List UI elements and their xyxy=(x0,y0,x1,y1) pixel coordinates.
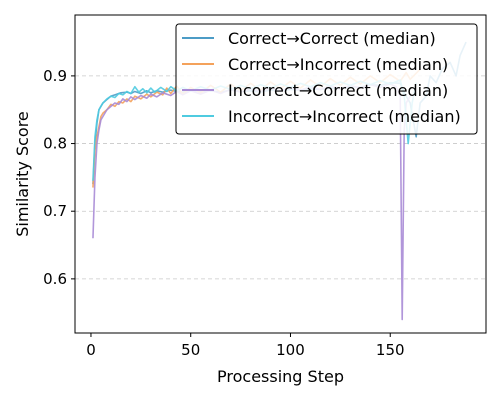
x-axis-label: Processing Step xyxy=(217,367,344,386)
y-tick-label: 0.9 xyxy=(43,67,67,85)
x-axis-ticks: 0 50 100 150 xyxy=(86,333,405,359)
x-tick-label: 0 xyxy=(86,341,96,359)
legend-label: Correct→Incorrect (median) xyxy=(228,55,448,74)
legend-box xyxy=(175,23,478,135)
x-tick-label: 150 xyxy=(376,341,405,359)
legend-label: Correct→Correct (median) xyxy=(228,29,436,48)
plot-frame xyxy=(74,14,487,334)
legend-label: Incorrect→Correct (median) xyxy=(228,81,448,100)
x-tick-label: 50 xyxy=(181,341,200,359)
x-tick-label: 100 xyxy=(276,341,305,359)
y-tick-label: 0.8 xyxy=(43,135,67,153)
y-tick-label: 0.7 xyxy=(43,202,67,220)
y-tick-label: 0.6 xyxy=(43,270,67,288)
y-axis-ticks: 0.6 0.7 0.8 0.9 xyxy=(43,67,75,288)
y-axis-label: Similarity Score xyxy=(13,111,32,237)
legend-label: Incorrect→Incorrect (median) xyxy=(228,107,461,126)
legend: Correct→Correct (median) Correct→Incorrec… xyxy=(175,23,478,135)
